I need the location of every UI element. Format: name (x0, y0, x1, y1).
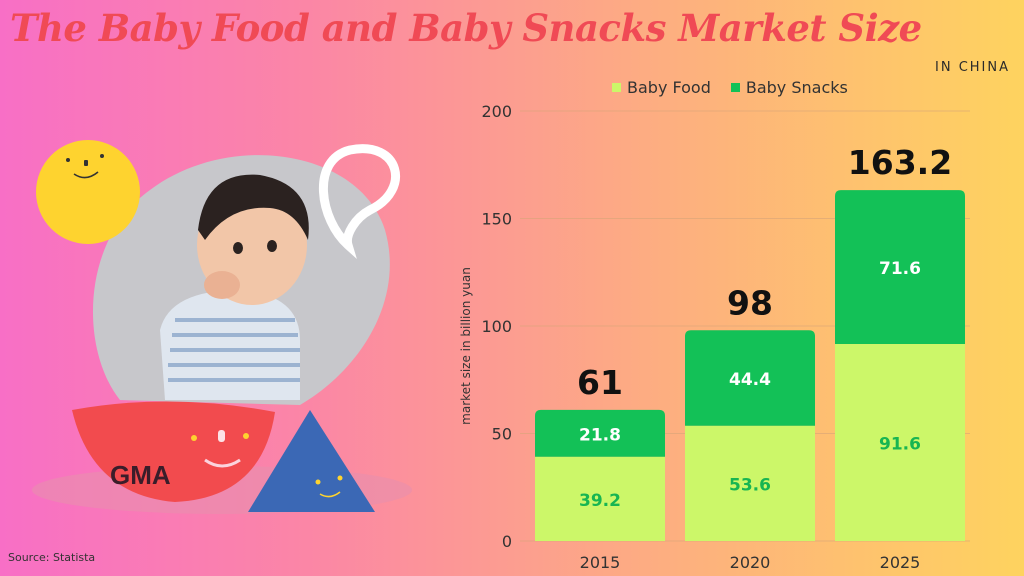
y-tick-label: 100 (481, 317, 512, 336)
bar-segment (835, 344, 965, 541)
chart-subtitle: IN CHINA (935, 60, 1010, 75)
chart-legend: Baby Food Baby Snacks (612, 78, 848, 97)
total-label: 98 (727, 283, 773, 322)
bar-segment (685, 425, 815, 541)
legend-item-baby-snacks: Baby Snacks (730, 78, 848, 97)
source-note: Source: Statista (8, 551, 96, 564)
red-bowl-shape: GMA (72, 401, 275, 502)
total-label: 163.2 (848, 143, 952, 182)
legend-label-baby-food: Baby Food (627, 78, 711, 97)
bar-segment (685, 330, 815, 426)
total-label: 61 (577, 363, 623, 402)
data-label: 39.2 (579, 491, 621, 511)
chart-title: The Baby Food and Baby Snacks Market Siz… (10, 6, 922, 50)
data-label: 91.6 (879, 435, 921, 455)
blue-triangle-shape (248, 410, 375, 512)
bar-segment (535, 409, 665, 457)
legend-label-baby-snacks: Baby Snacks (745, 78, 848, 97)
x-tick-label: 2015 (580, 553, 621, 572)
legend-swatch-baby-food (612, 83, 621, 92)
y-tick-label: 200 (481, 102, 512, 121)
legend-swatch-baby-snacks (730, 83, 740, 92)
bar-segment (535, 456, 665, 541)
y-tick-label: 0 (502, 532, 512, 551)
gma-logo-text: GMA (110, 460, 171, 490)
data-label: 71.6 (879, 259, 921, 279)
illustration: GMA (32, 140, 412, 514)
data-label: 44.4 (729, 370, 771, 390)
smiling-sun-icon (36, 140, 140, 244)
y-tick-label: 50 (492, 425, 512, 444)
x-tick-label: 2020 (730, 553, 771, 572)
legend-item-baby-food: Baby Food (612, 78, 711, 97)
data-label: 53.6 (729, 475, 771, 495)
data-label: 21.8 (579, 425, 621, 445)
baby-figure (160, 174, 309, 400)
white-loop-shape (319, 144, 400, 259)
bar-segment (835, 190, 965, 345)
y-axis-label: market size in billion yuan (459, 267, 473, 425)
x-tick-label: 2025 (880, 553, 921, 572)
y-tick-label: 150 (481, 210, 512, 229)
